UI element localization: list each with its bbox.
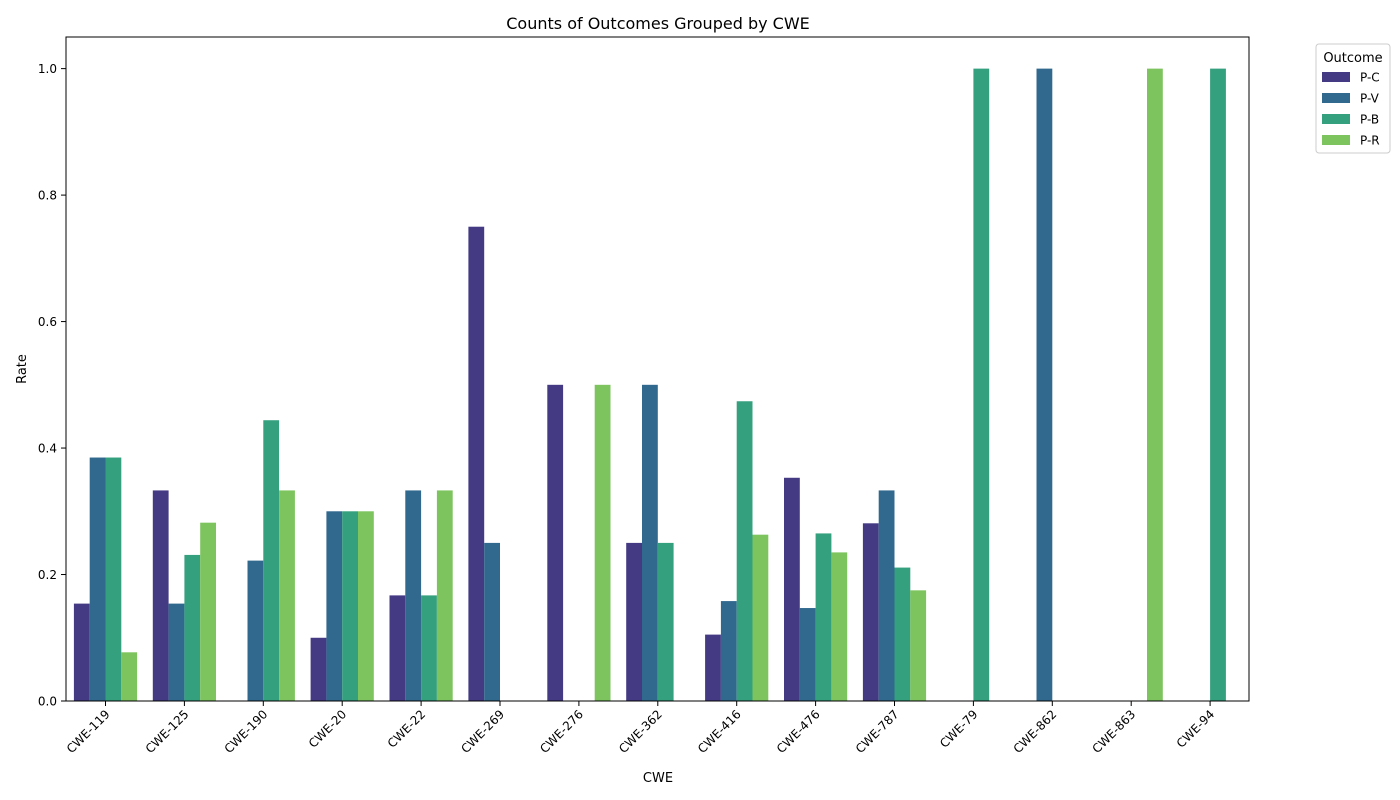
bars-group bbox=[73, 68, 1226, 702]
bar-p-v-cwe-20 bbox=[326, 511, 343, 701]
bar-p-c-cwe-787 bbox=[862, 523, 879, 701]
x-tick-label: CWE-22 bbox=[385, 707, 428, 750]
x-tick-label: CWE-276 bbox=[537, 707, 586, 756]
bar-p-v-cwe-22 bbox=[405, 490, 422, 701]
chart-title: Counts of Outcomes Grouped by CWE bbox=[506, 14, 810, 33]
bar-p-b-cwe-94 bbox=[1210, 68, 1226, 702]
bar-p-b-cwe-20 bbox=[342, 511, 358, 701]
bar-p-c-cwe-125 bbox=[152, 490, 169, 701]
bar-p-b-cwe-190 bbox=[263, 420, 280, 701]
plot-frame bbox=[65, 36, 1250, 702]
bar-p-v-cwe-125 bbox=[168, 603, 185, 701]
bar-p-b-cwe-22 bbox=[421, 595, 437, 701]
bar-p-b-cwe-362 bbox=[657, 542, 674, 701]
x-tick-label: CWE-119 bbox=[64, 707, 113, 756]
legend-items: P-C P-V P-B P-R bbox=[1322, 71, 1380, 148]
x-tick-label: CWE-269 bbox=[458, 707, 507, 756]
bar-p-c-cwe-22 bbox=[389, 595, 406, 701]
bar-p-r-cwe-476 bbox=[831, 552, 848, 701]
bar-p-c-cwe-269 bbox=[468, 226, 485, 701]
bar-p-b-cwe-79 bbox=[973, 68, 990, 702]
bar-p-v-cwe-862 bbox=[1036, 68, 1053, 702]
bar-p-r-cwe-20 bbox=[358, 511, 374, 701]
x-tick-label: CWE-362 bbox=[616, 707, 665, 756]
legend-swatch-p-b bbox=[1322, 114, 1350, 124]
bar-p-b-cwe-125 bbox=[184, 554, 201, 701]
bar-p-c-cwe-20 bbox=[310, 637, 327, 701]
legend-swatch-p-r bbox=[1322, 135, 1350, 145]
x-axis: CWE-119 CWE-125 CWE-190 CWE-20 CWE-22 CWE-269… bbox=[64, 701, 1217, 756]
legend-frame bbox=[1315, 43, 1391, 154]
bar-p-r-cwe-190 bbox=[279, 490, 295, 701]
bar-p-b-cwe-787 bbox=[894, 567, 911, 701]
bar-p-v-cwe-190 bbox=[247, 560, 264, 701]
bar-p-v-cwe-476 bbox=[799, 608, 816, 701]
y-tick-label: 0.6 bbox=[38, 315, 57, 329]
bar-p-c-cwe-416 bbox=[705, 634, 721, 701]
x-tick-label: CWE-787 bbox=[853, 707, 902, 756]
bar-p-c-cwe-119 bbox=[73, 603, 90, 701]
x-tick-label: CWE-94 bbox=[1174, 707, 1217, 750]
bar-p-b-cwe-476 bbox=[815, 533, 832, 701]
bar-p-b-cwe-119 bbox=[105, 457, 122, 701]
y-tick-label: 0.2 bbox=[38, 568, 57, 582]
y-axis-label: Rate bbox=[15, 354, 30, 384]
y-tick-label: 1.0 bbox=[38, 62, 57, 76]
bar-p-v-cwe-787 bbox=[878, 490, 895, 701]
bar-p-r-cwe-416 bbox=[752, 534, 769, 701]
bar-p-v-cwe-269 bbox=[484, 542, 500, 701]
x-tick-label: CWE-79 bbox=[937, 707, 980, 750]
bar-p-v-cwe-416 bbox=[720, 601, 737, 701]
x-tick-label: CWE-476 bbox=[774, 707, 823, 756]
bar-p-b-cwe-416 bbox=[736, 401, 753, 701]
x-tick-label: CWE-190 bbox=[222, 707, 271, 756]
y-tick-label: 0.8 bbox=[38, 189, 57, 203]
bar-p-c-cwe-276 bbox=[547, 384, 564, 701]
legend-label-p-c: P-C bbox=[1360, 71, 1380, 85]
legend: Outcome P-C P-V P-B P-R bbox=[1315, 43, 1391, 154]
x-tick-label: CWE-125 bbox=[143, 707, 192, 756]
y-tick-label: 0.4 bbox=[38, 442, 57, 456]
bar-p-r-cwe-125 bbox=[200, 522, 216, 701]
x-axis-label: CWE bbox=[643, 771, 673, 786]
y-tick-label: 0.0 bbox=[38, 695, 57, 709]
bar-p-v-cwe-119 bbox=[89, 457, 106, 701]
legend-label-p-b: P-B bbox=[1360, 113, 1379, 127]
bar-p-r-cwe-119 bbox=[121, 652, 138, 701]
x-tick-label: CWE-416 bbox=[695, 707, 744, 756]
bar-p-r-cwe-863 bbox=[1147, 68, 1163, 702]
legend-label-p-v: P-V bbox=[1360, 92, 1380, 106]
legend-swatch-p-v bbox=[1322, 93, 1350, 103]
x-tick-label: CWE-20 bbox=[306, 707, 349, 750]
bar-p-c-cwe-362 bbox=[626, 542, 642, 701]
bar-p-r-cwe-22 bbox=[436, 490, 453, 701]
bar-p-v-cwe-362 bbox=[642, 384, 658, 701]
x-tick-label: CWE-862 bbox=[1011, 707, 1060, 756]
bar-p-r-cwe-276 bbox=[594, 384, 611, 701]
legend-title: Outcome bbox=[1323, 51, 1382, 66]
legend-swatch-p-c bbox=[1322, 72, 1350, 82]
legend-label-p-r: P-R bbox=[1360, 134, 1380, 148]
y-axis: 0.0 0.2 0.4 0.6 0.8 1.0 bbox=[38, 62, 66, 709]
bar-p-c-cwe-476 bbox=[784, 477, 800, 701]
bar-p-r-cwe-787 bbox=[910, 590, 927, 701]
x-tick-label: CWE-863 bbox=[1089, 707, 1138, 756]
